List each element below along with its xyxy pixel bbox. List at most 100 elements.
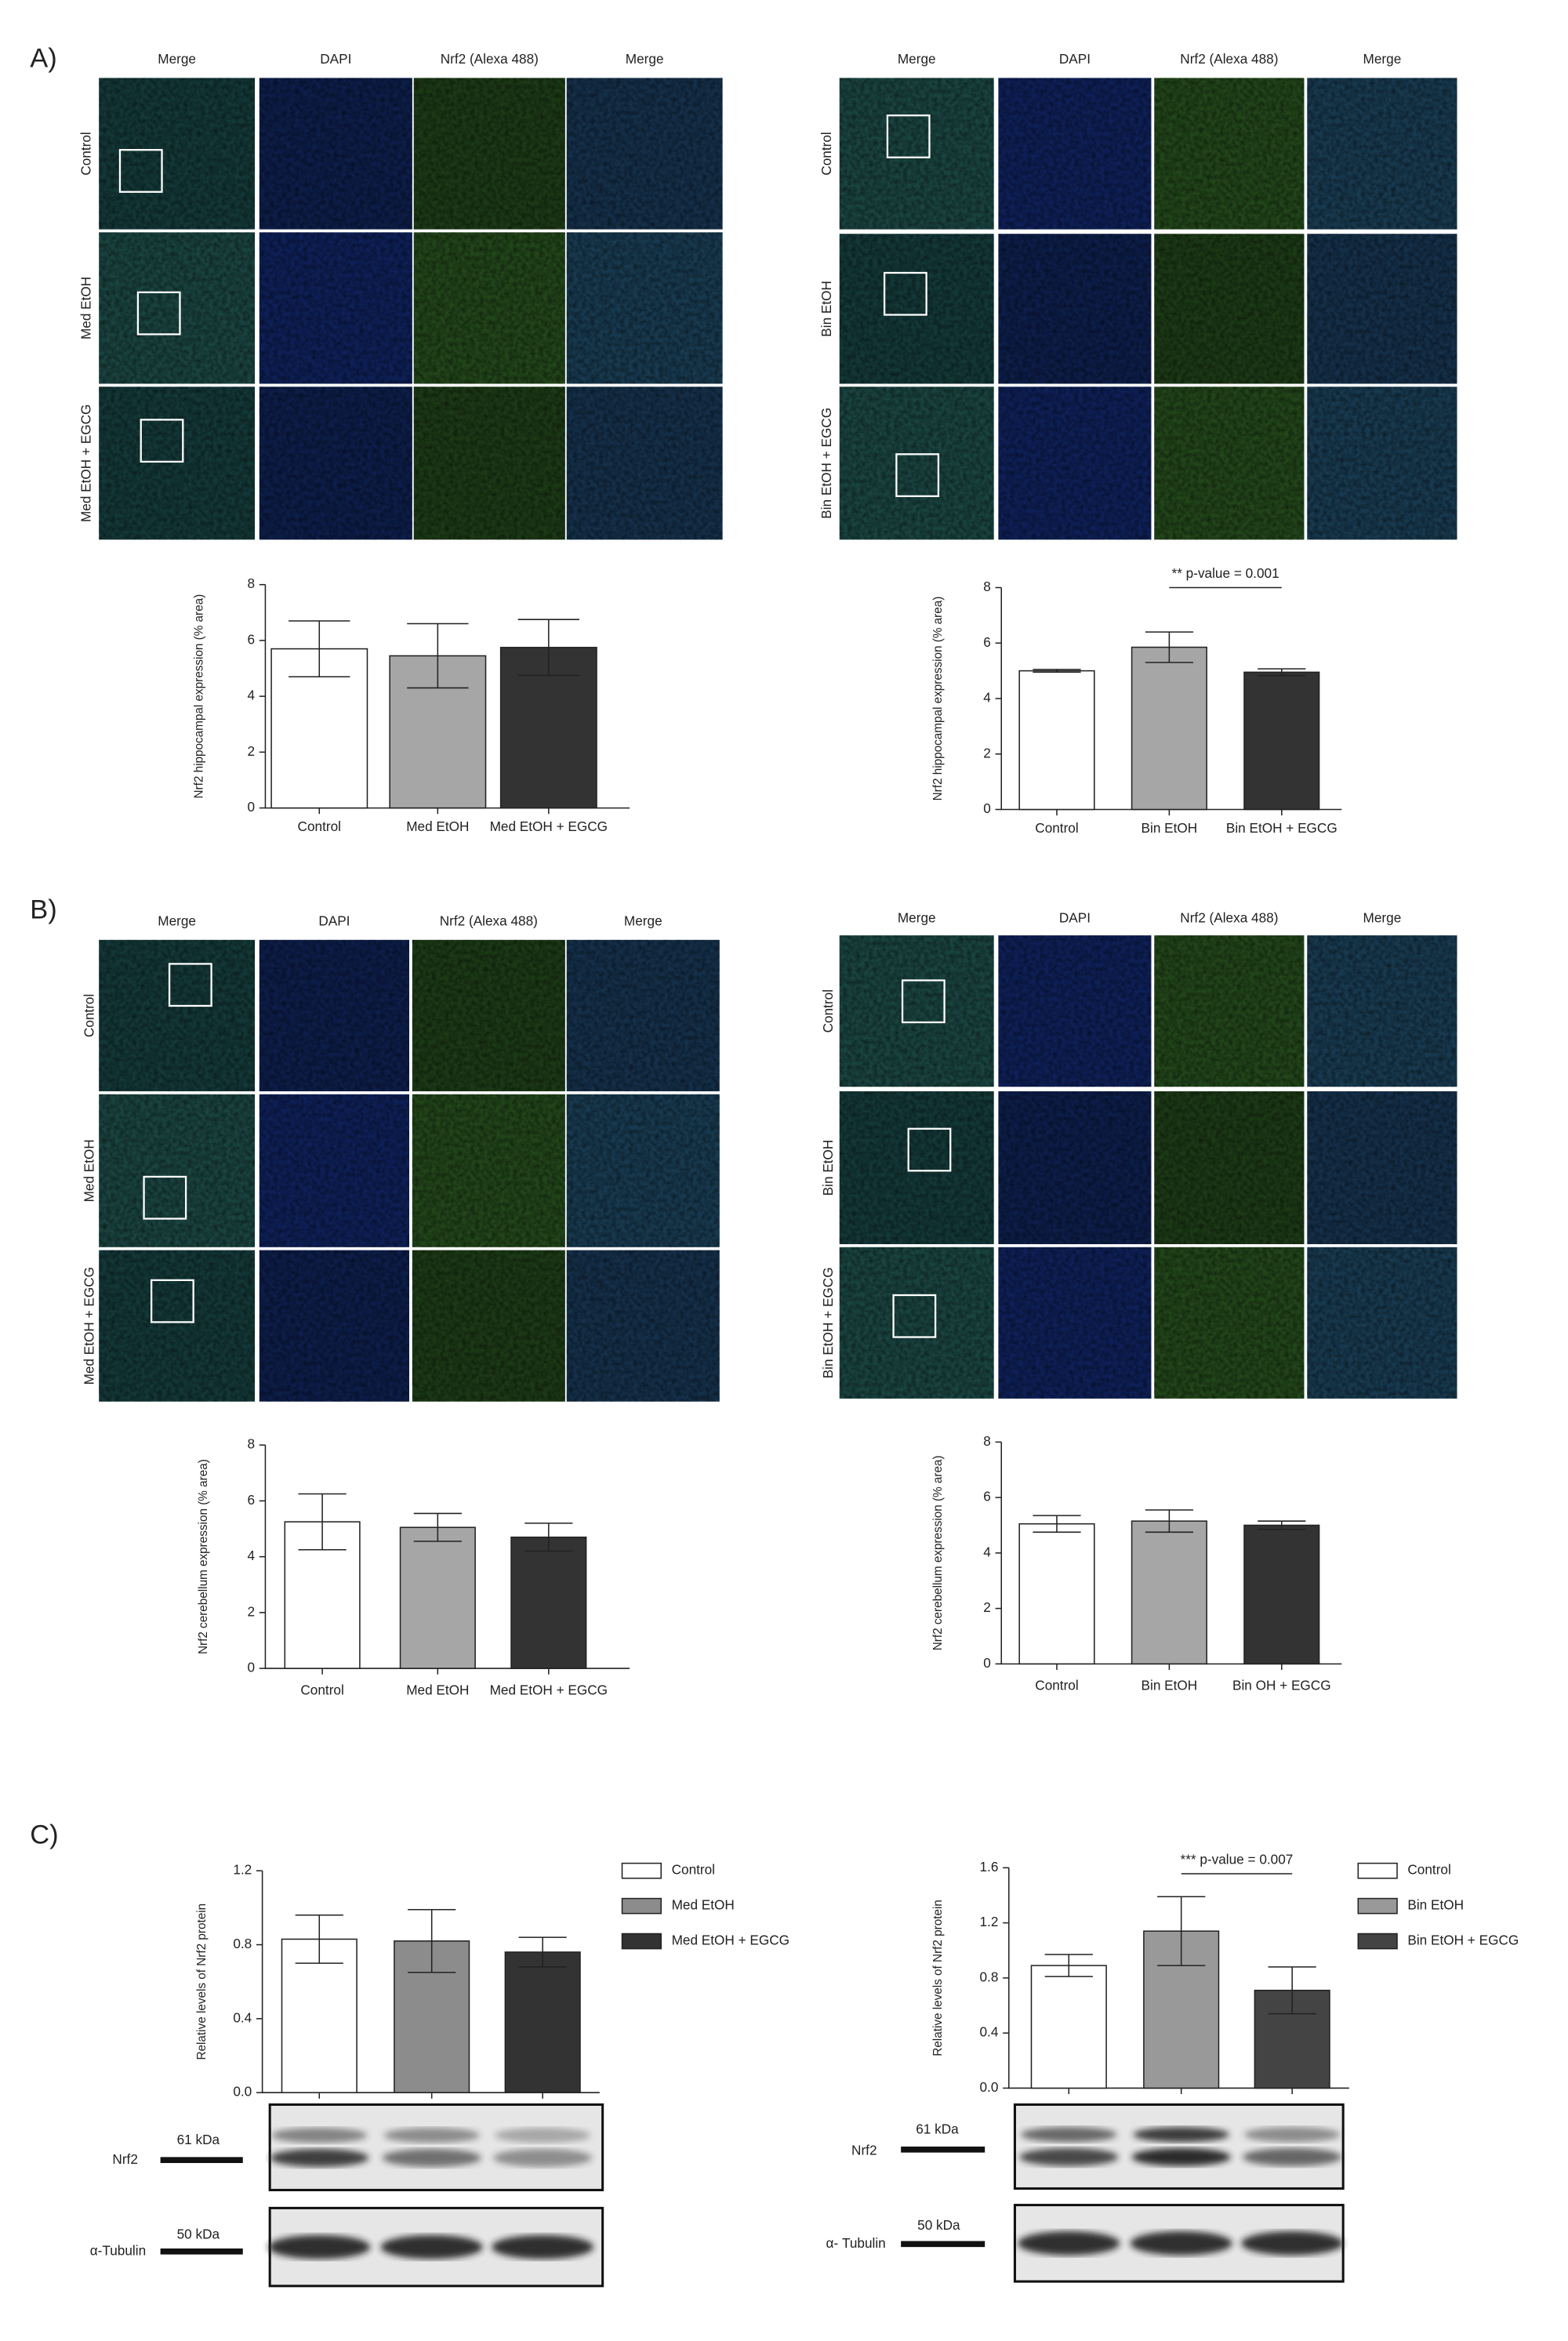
x-tick-label: Control — [1035, 820, 1078, 836]
column-header: DAPI — [320, 51, 351, 67]
x-tick-label: Control — [1035, 1678, 1078, 1693]
y-tick-label: 2 — [983, 1599, 991, 1615]
y-tick-label: 0 — [247, 799, 255, 815]
bar — [1131, 1520, 1207, 1665]
x-tick-label: Med EtOH + EGCG — [490, 1682, 608, 1697]
roi-box — [150, 1279, 194, 1323]
roi-box — [892, 1294, 937, 1338]
blot-band — [1243, 2127, 1341, 2143]
row-label: Control — [78, 132, 93, 175]
row-label: Bin EtOH + EGCG — [820, 1267, 836, 1378]
column-header: Merge — [624, 913, 662, 928]
bar — [504, 1951, 581, 2093]
y-tick-label: 4 — [247, 688, 255, 703]
roi-box — [886, 114, 931, 158]
micrograph-texture — [259, 232, 412, 384]
micrograph-texture — [412, 1250, 565, 1402]
blot-label: α- Tubulin — [826, 2235, 886, 2251]
micrograph-texture — [839, 1247, 994, 1399]
marker-size: 61 kDa — [177, 2132, 220, 2147]
error-bar — [518, 1936, 567, 1968]
blot-label: Nrf2 — [112, 2151, 137, 2167]
column-header: DAPI — [1059, 51, 1091, 67]
blot-band — [1133, 2127, 1229, 2143]
legend-swatch — [621, 1897, 662, 1915]
x-tick-label: Bin OH + EGCG — [1232, 1678, 1331, 1693]
y-tick-label: 0.0 — [233, 2084, 252, 2100]
marker-size: 61 kDa — [916, 2121, 959, 2137]
x-tick-label: Med EtOH — [406, 1682, 469, 1697]
legend-label: Med EtOH + EGCG — [672, 1933, 789, 1948]
legend-swatch — [621, 1933, 662, 1950]
y-tick-label: 8 — [247, 1436, 255, 1452]
panel-label: B) — [30, 895, 56, 925]
micrograph-texture — [839, 234, 994, 384]
y-tick-label: 1.2 — [233, 1862, 252, 1878]
error-bar — [298, 1493, 347, 1551]
blot-band — [268, 2234, 371, 2259]
legend-label: Med EtOH — [672, 1897, 735, 1913]
micrograph-texture — [99, 78, 256, 230]
micrograph-texture — [566, 232, 723, 384]
roi-box — [883, 271, 927, 316]
blot-band — [380, 2234, 483, 2259]
legend-label: Bin EtOH — [1407, 1897, 1464, 1913]
micrograph-texture — [413, 232, 565, 384]
column-header: Merge — [626, 51, 664, 67]
micrograph-texture — [998, 234, 1152, 384]
micrograph-texture — [998, 935, 1152, 1087]
micrograph-texture — [1154, 935, 1305, 1087]
error-bar — [413, 1512, 462, 1542]
row-label: Control — [820, 989, 836, 1033]
micrograph-texture — [566, 78, 723, 230]
column-header: Nrf2 (Alexa 488) — [441, 51, 539, 67]
micrograph-texture — [259, 1250, 409, 1402]
column-header: Nrf2 (Alexa 488) — [1180, 910, 1278, 926]
legend-swatch — [1357, 1933, 1398, 1950]
blot-band — [383, 2128, 480, 2143]
column-header: Merge — [898, 910, 936, 926]
error-bar — [1033, 1515, 1081, 1533]
micrograph-texture — [839, 935, 994, 1087]
roi-box — [136, 291, 181, 336]
error-bar — [1033, 669, 1081, 673]
error-bar — [1145, 631, 1193, 663]
y-tick-label: 4 — [247, 1548, 255, 1563]
roi-box — [895, 453, 940, 498]
bar — [1131, 646, 1207, 811]
panel-label: A) — [30, 44, 56, 74]
y-tick-label: 0.4 — [980, 2024, 999, 2040]
error-bar — [1145, 1509, 1193, 1533]
blot-band — [493, 2148, 593, 2167]
legend-label: Bin EtOH + EGCG — [1407, 1933, 1519, 1948]
row-label: Control — [81, 994, 96, 1037]
x-tick-label: Med EtOH + EGCG — [490, 818, 608, 834]
error-bar — [408, 1908, 456, 1973]
error-bar — [517, 619, 579, 677]
row-label: Med EtOH — [78, 277, 93, 339]
x-tick-label: Control — [298, 818, 341, 834]
significance-label: *** p-value = 0.007 — [1181, 1851, 1294, 1867]
x-tick-label: Bin EtOH + EGCG — [1226, 820, 1338, 836]
bar — [1243, 671, 1320, 811]
micrograph-texture — [99, 1250, 256, 1402]
row-label: Bin EtOH — [818, 281, 834, 337]
legend-swatch — [1357, 1862, 1398, 1879]
y-tick-label: 0 — [983, 800, 991, 816]
y-tick-label: 2 — [247, 743, 255, 759]
y-tick-label: 0 — [247, 1660, 255, 1675]
blot-frame — [268, 2103, 604, 2191]
error-bar — [289, 620, 350, 677]
micrograph-texture — [998, 1247, 1152, 1399]
y-tick-label: 0.8 — [980, 1969, 999, 1984]
column-header: Merge — [1363, 910, 1402, 926]
micrograph-texture — [1307, 1091, 1457, 1244]
roi-box — [118, 149, 163, 193]
blot-band — [494, 2128, 591, 2143]
blot-band — [492, 2234, 594, 2259]
blot-band — [1131, 2147, 1231, 2166]
row-label: Bin EtOH + EGCG — [818, 408, 834, 519]
y-tick-label: 0.0 — [980, 2079, 999, 2095]
micrograph-texture — [99, 387, 256, 540]
